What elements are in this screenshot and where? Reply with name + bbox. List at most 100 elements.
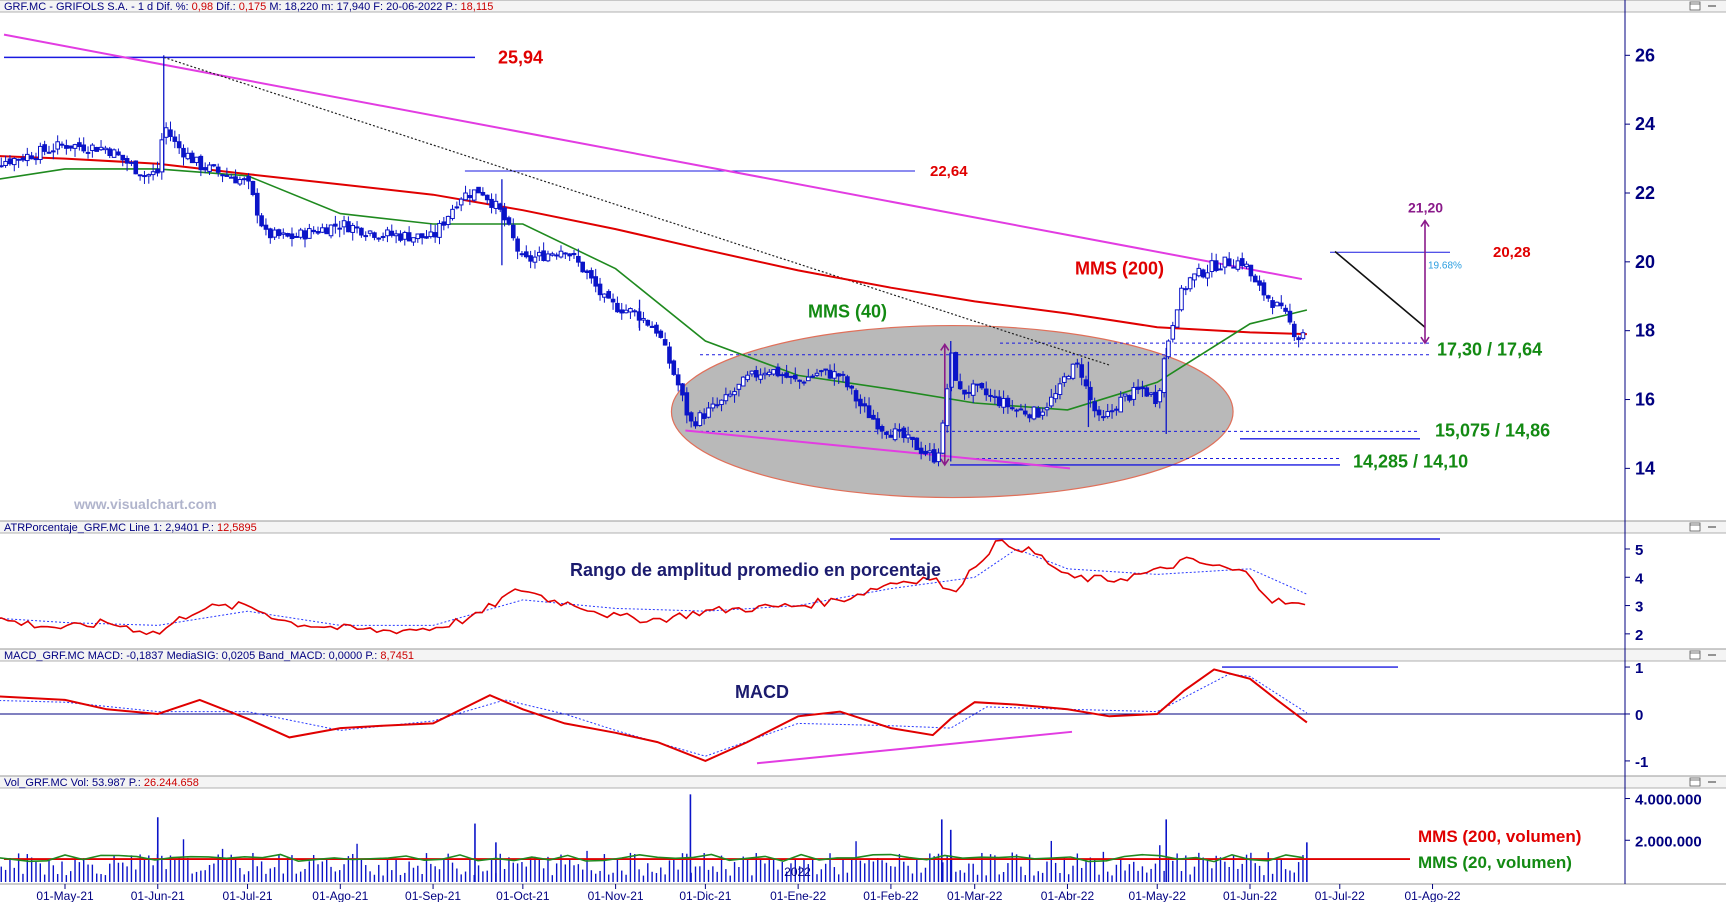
candle-body xyxy=(389,230,395,236)
y-tick-label: 0 xyxy=(1635,707,1643,724)
candle-body xyxy=(1174,309,1180,328)
candle-body xyxy=(879,426,885,432)
candle-body xyxy=(658,330,664,338)
candle-body xyxy=(129,161,134,164)
x-tick-label: 01-Sep-21 xyxy=(405,889,461,902)
candle-body xyxy=(510,224,516,239)
candle-body xyxy=(506,217,512,225)
candle-body xyxy=(1209,260,1215,273)
candle-body xyxy=(280,232,286,235)
candle-body xyxy=(29,155,34,160)
panel-header-bar xyxy=(0,649,1726,661)
candle-body xyxy=(424,236,429,239)
y-tick-label: 26 xyxy=(1635,45,1655,65)
candle-body xyxy=(489,198,494,208)
candle-body xyxy=(662,339,668,346)
candle-body xyxy=(949,352,954,388)
candle-body xyxy=(1083,379,1089,387)
candle-body xyxy=(736,383,742,390)
candle-body xyxy=(81,144,87,152)
candle-body xyxy=(866,405,872,419)
candle-body xyxy=(806,376,811,382)
window-box-icon xyxy=(1689,777,1701,787)
candle-body xyxy=(471,189,477,201)
candle-body xyxy=(632,310,638,313)
candle-body xyxy=(211,164,217,167)
candle-body xyxy=(619,309,625,314)
candle-body xyxy=(1044,407,1050,411)
candle-body xyxy=(1101,416,1106,419)
candle-body xyxy=(72,144,78,149)
candle-body xyxy=(458,198,464,206)
candle-body xyxy=(454,206,460,209)
candle-body xyxy=(597,283,603,296)
candle-body xyxy=(593,276,599,287)
candle-body xyxy=(176,141,182,149)
price-panel[interactable]: 25,94 22,64 21,20 20,28 19.68% MMS (200) MMS (… xyxy=(0,33,1550,512)
candle-body xyxy=(94,147,100,152)
candle-body xyxy=(359,227,364,236)
candle-body xyxy=(654,324,659,334)
candle-body xyxy=(398,233,403,241)
annotation-target-21-20: 21,20 xyxy=(1408,200,1443,216)
candle-body xyxy=(1222,256,1228,268)
candle-body xyxy=(250,180,256,196)
candle-body xyxy=(1226,258,1232,267)
candle-body xyxy=(502,207,507,221)
candle-body xyxy=(220,174,225,177)
candle-body xyxy=(584,270,590,274)
candle-body xyxy=(376,237,382,240)
candle-body xyxy=(775,366,781,377)
candle-body xyxy=(688,412,694,422)
volume-mms20-line xyxy=(0,853,1305,863)
candle-body xyxy=(1274,301,1280,307)
candle-body xyxy=(1096,409,1102,416)
candle-body xyxy=(862,403,868,407)
candle-body xyxy=(159,139,165,173)
candle-body xyxy=(263,224,269,230)
candle-body xyxy=(1183,288,1189,291)
macd-line xyxy=(0,668,1308,762)
candle-body xyxy=(892,428,898,441)
candle-body xyxy=(714,404,720,407)
candle-body xyxy=(224,174,230,177)
candle-body xyxy=(992,395,998,398)
candle-body xyxy=(602,293,607,298)
candle-body xyxy=(675,374,681,386)
x-tick-label: 01-Ene-22 xyxy=(770,889,826,902)
candle-body xyxy=(42,144,47,152)
candle-body xyxy=(1114,408,1119,411)
candle-body xyxy=(337,227,343,230)
candle-body xyxy=(467,195,473,199)
candle-body xyxy=(845,376,850,388)
candle-body xyxy=(740,376,746,387)
candle-body xyxy=(163,127,169,138)
candle-body xyxy=(24,153,30,162)
y-tick-label: 16 xyxy=(1635,390,1655,410)
macd-panel[interactable]: MACD xyxy=(0,666,1625,765)
candle-body xyxy=(150,171,156,176)
candle-body xyxy=(1161,358,1167,394)
candle-body xyxy=(328,224,334,237)
candle-body xyxy=(1109,410,1115,413)
atr-panel[interactable]: Rango de amplitud promedio en porcentaje xyxy=(0,538,1440,636)
candle-body xyxy=(294,235,299,238)
candle-body xyxy=(246,175,251,182)
candle-body xyxy=(523,251,529,258)
candle-body xyxy=(1205,272,1210,279)
candle-body xyxy=(1278,302,1284,307)
candle-body xyxy=(753,370,759,378)
candle-body xyxy=(589,270,594,279)
candle-body xyxy=(545,253,551,262)
y-tick-label: 3 xyxy=(1635,599,1643,616)
candle-body xyxy=(1213,260,1219,271)
y-tick-label: -1 xyxy=(1635,754,1648,771)
candle-body xyxy=(996,396,1002,407)
dotted-trend-line xyxy=(163,56,1110,366)
y-tick-label: 18 xyxy=(1635,321,1655,341)
volume-panel[interactable]: MMS (200, volumen) MMS (20, volumen) xyxy=(0,794,1581,882)
candle-body xyxy=(1005,397,1011,408)
candle-body xyxy=(1270,300,1275,308)
range-arrow-feb-head xyxy=(940,343,950,351)
candle-body xyxy=(111,149,117,158)
